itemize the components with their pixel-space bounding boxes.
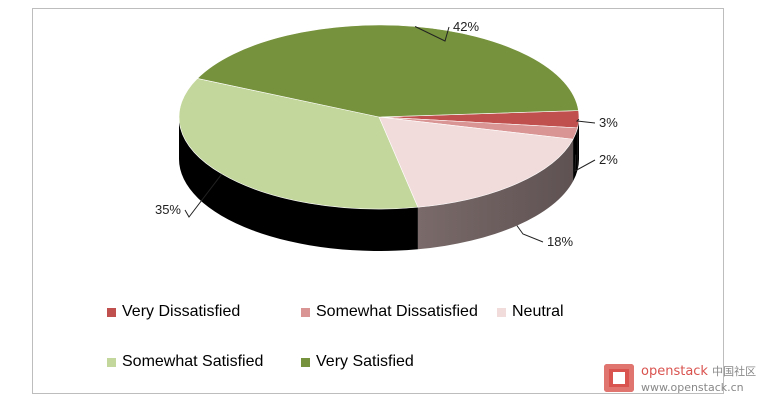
legend-label: Neutral [512, 303, 564, 320]
watermark: openstack 中国社区 www.openstack.cn [604, 360, 756, 400]
watermark-brand: openstack 中国社区 [641, 363, 756, 379]
pie-sides [179, 117, 579, 252]
leader-line-neutral [516, 225, 544, 243]
openstack-logo-icon [604, 364, 634, 392]
chart-frame: 3% 2% 18% 35% 42% Very Dissatisfied Somewhat… [32, 8, 724, 394]
pie-labels: 3% 2% 18% 35% 42% [155, 19, 618, 249]
watermark-brand-name: openstack [641, 364, 708, 379]
pie-side-somewhat-dissatisfied [573, 127, 578, 182]
legend-item-neutral: Neutral [497, 303, 564, 321]
legend-swatch [107, 357, 116, 367]
watermark-url: www.openstack.cn [641, 381, 744, 394]
legend-item-very-satisfied: Very Satisfied [301, 353, 414, 371]
legend-item-somewhat-satisfied: Somewhat Satisfied [107, 353, 263, 371]
leader-line-somewhat-satisfied [184, 173, 223, 218]
legend-label: Somewhat Satisfied [122, 353, 264, 370]
legend-swatch [301, 357, 310, 367]
legend-swatch [107, 307, 116, 317]
leader-line-very-satisfied [414, 26, 450, 42]
legend-swatch [301, 307, 310, 317]
data-label-very-dissatisfied: 3% [599, 115, 618, 130]
legend-label: Very Dissatisfied [122, 303, 241, 320]
leader-line-somewhat-dissatisfied [574, 154, 596, 172]
leader-line-very-dissatisfied [575, 118, 596, 124]
data-label-very-satisfied: 42% [453, 19, 479, 34]
watermark-brand-cn: 中国社区 [712, 365, 757, 378]
pie-slice-neutral [378, 116, 574, 208]
legend-label: Very Satisfied [316, 353, 414, 370]
data-label-somewhat-satisfied: 35% [155, 202, 181, 217]
pie-side-very-dissatisfied [577, 117, 579, 170]
pie-tops [178, 24, 580, 210]
legend-item-somewhat-dissatisfied: Somewhat Dissatisfied [301, 303, 478, 321]
pie-chart: 3% 2% 18% 35% 42% [155, 19, 618, 252]
data-label-somewhat-dissatisfied: 2% [599, 152, 618, 167]
legend-item-very-dissatisfied: Very Dissatisfied [107, 303, 240, 321]
legend-swatch [497, 307, 506, 317]
pie-side-neutral [417, 139, 574, 250]
data-label-neutral: 18% [547, 234, 573, 249]
pie-leaders [184, 26, 596, 243]
pie-side-somewhat-satisfied [179, 117, 418, 252]
legend-label: Somewhat Dissatisfied [316, 303, 478, 320]
